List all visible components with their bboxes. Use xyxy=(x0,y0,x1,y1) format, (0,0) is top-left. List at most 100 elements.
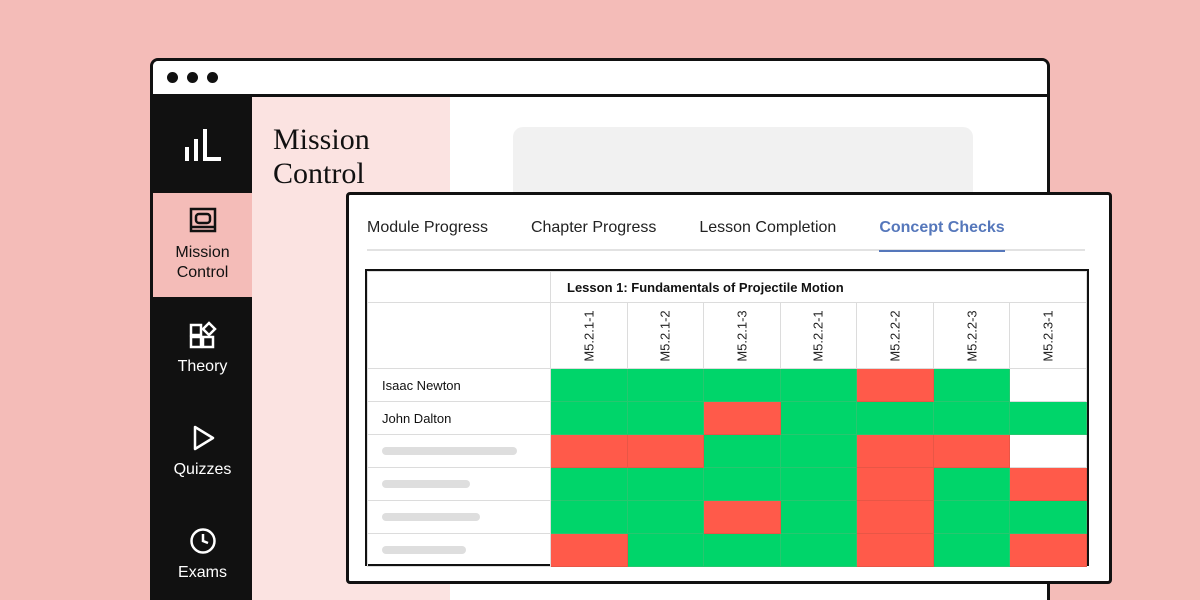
monitor-icon xyxy=(189,207,216,233)
result-cell-fail[interactable] xyxy=(856,500,934,534)
result-cell-pass[interactable] xyxy=(626,368,705,402)
grid-corner xyxy=(367,271,551,303)
student-row[interactable]: John Dalton xyxy=(367,401,1087,435)
window-dot[interactable] xyxy=(207,72,218,83)
result-cell-pass[interactable] xyxy=(626,533,705,567)
student-row[interactable]: Isaac Newton xyxy=(367,368,1087,402)
tab-lesson-completion[interactable]: Lesson Completion xyxy=(699,219,837,236)
student-row[interactable] xyxy=(367,533,1087,567)
concept-checks-panel: Module Progress Chapter Progress Lesson … xyxy=(346,192,1112,584)
clock-icon xyxy=(189,527,216,554)
column-header: M5.2.3-1 xyxy=(1009,302,1087,369)
result-cell-fail[interactable] xyxy=(856,434,934,468)
result-cell-pass[interactable] xyxy=(856,401,934,435)
result-cell-pass[interactable] xyxy=(703,533,781,567)
result-cell-none[interactable] xyxy=(1009,368,1087,402)
play-icon xyxy=(193,425,214,450)
result-cell-pass[interactable] xyxy=(779,401,858,435)
result-cell-pass[interactable] xyxy=(779,434,858,468)
result-cell-fail[interactable] xyxy=(703,500,781,534)
concept-grid: Lesson 1: Fundamentals of Projectile Mot… xyxy=(365,269,1089,567)
result-cell-pass[interactable] xyxy=(626,500,705,534)
sidebar-item-label: Quizzes xyxy=(173,460,232,478)
sidebar-item-label: Exams xyxy=(178,563,227,581)
result-cell-pass[interactable] xyxy=(932,368,1011,402)
result-cell-fail[interactable] xyxy=(856,467,934,501)
bar-chart-logo-icon xyxy=(184,129,221,161)
result-cell-fail[interactable] xyxy=(550,434,628,468)
browser-title-bar xyxy=(153,61,1047,97)
result-cell-pass[interactable] xyxy=(1009,401,1087,435)
result-cell-pass[interactable] xyxy=(626,401,705,435)
tab-chapter-progress[interactable]: Chapter Progress xyxy=(530,219,657,236)
result-cell-pass[interactable] xyxy=(932,467,1011,501)
sidebar: Mission Control Theory Quizzes Exams xyxy=(153,97,252,600)
student-row[interactable] xyxy=(367,434,1087,468)
result-cell-pass[interactable] xyxy=(703,368,781,402)
column-header: M5.2.2-1 xyxy=(779,302,858,369)
result-cell-none[interactable] xyxy=(1009,434,1087,468)
grid-corner xyxy=(367,302,551,369)
result-cell-fail[interactable] xyxy=(1009,533,1087,567)
result-cell-pass[interactable] xyxy=(550,368,628,402)
result-cell-fail[interactable] xyxy=(856,368,934,402)
result-cell-fail[interactable] xyxy=(932,434,1011,468)
sidebar-item-label: Theory xyxy=(177,357,228,375)
student-name xyxy=(367,467,551,501)
result-cell-fail[interactable] xyxy=(856,533,934,567)
student-row[interactable] xyxy=(367,467,1087,501)
result-cell-fail[interactable] xyxy=(703,401,781,435)
lesson-title: Lesson 1: Fundamentals of Projectile Mot… xyxy=(550,271,1087,303)
result-cell-fail[interactable] xyxy=(550,533,628,567)
sidebar-item-quizzes[interactable]: Quizzes xyxy=(153,400,252,503)
window-dot[interactable] xyxy=(167,72,178,83)
sidebar-item-exams[interactable]: Exams xyxy=(153,503,252,600)
result-cell-pass[interactable] xyxy=(779,467,858,501)
result-cell-pass[interactable] xyxy=(779,368,858,402)
result-cell-pass[interactable] xyxy=(1009,500,1087,534)
name-placeholder xyxy=(382,447,517,455)
column-label: M5.2.2-1 xyxy=(810,309,826,362)
column-header: M5.2.2-3 xyxy=(932,302,1011,369)
name-placeholder xyxy=(382,480,470,488)
student-name xyxy=(367,500,551,534)
tab-bar: Module Progress Chapter Progress Lesson … xyxy=(367,206,1085,252)
sidebar-item-label: Mission Control xyxy=(175,244,230,281)
result-cell-pass[interactable] xyxy=(550,500,628,534)
result-cell-pass[interactable] xyxy=(779,533,858,567)
result-cell-pass[interactable] xyxy=(703,467,781,501)
result-cell-pass[interactable] xyxy=(550,467,628,501)
student-row[interactable] xyxy=(367,500,1087,534)
column-header: M5.2.1-2 xyxy=(626,302,705,369)
student-name: John Dalton xyxy=(367,401,551,435)
student-name: Isaac Newton xyxy=(367,368,551,402)
column-header: M5.2.2-2 xyxy=(856,302,934,369)
column-label: M5.2.2-2 xyxy=(887,309,903,362)
result-cell-fail[interactable] xyxy=(1009,467,1087,501)
sidebar-item-mission-control[interactable]: Mission Control xyxy=(153,193,252,297)
result-cell-pass[interactable] xyxy=(932,500,1011,534)
name-placeholder xyxy=(382,513,480,521)
window-dot[interactable] xyxy=(187,72,198,83)
result-cell-pass[interactable] xyxy=(550,401,628,435)
result-cell-pass[interactable] xyxy=(932,401,1011,435)
column-label: M5.2.1-3 xyxy=(734,309,750,362)
result-cell-pass[interactable] xyxy=(779,500,858,534)
tab-concept-checks[interactable]: Concept Checks xyxy=(879,206,1047,252)
column-header: M5.2.1-3 xyxy=(703,302,781,369)
result-cell-pass[interactable] xyxy=(626,467,705,501)
column-label: M5.2.1-2 xyxy=(657,309,673,362)
result-cell-pass[interactable] xyxy=(932,533,1011,567)
shapes-icon xyxy=(189,320,217,348)
tab-module-progress[interactable]: Module Progress xyxy=(367,219,488,236)
sidebar-item-theory[interactable]: Theory xyxy=(153,297,252,400)
name-placeholder xyxy=(382,546,466,554)
app-logo[interactable] xyxy=(153,97,252,193)
column-label: M5.2.3-1 xyxy=(1040,309,1056,362)
page-title: Mission Control xyxy=(273,123,370,190)
result-cell-fail[interactable] xyxy=(626,434,705,468)
student-name xyxy=(367,533,551,567)
result-cell-pass[interactable] xyxy=(703,434,781,468)
column-header: M5.2.1-1 xyxy=(550,302,628,369)
student-name xyxy=(367,434,551,468)
